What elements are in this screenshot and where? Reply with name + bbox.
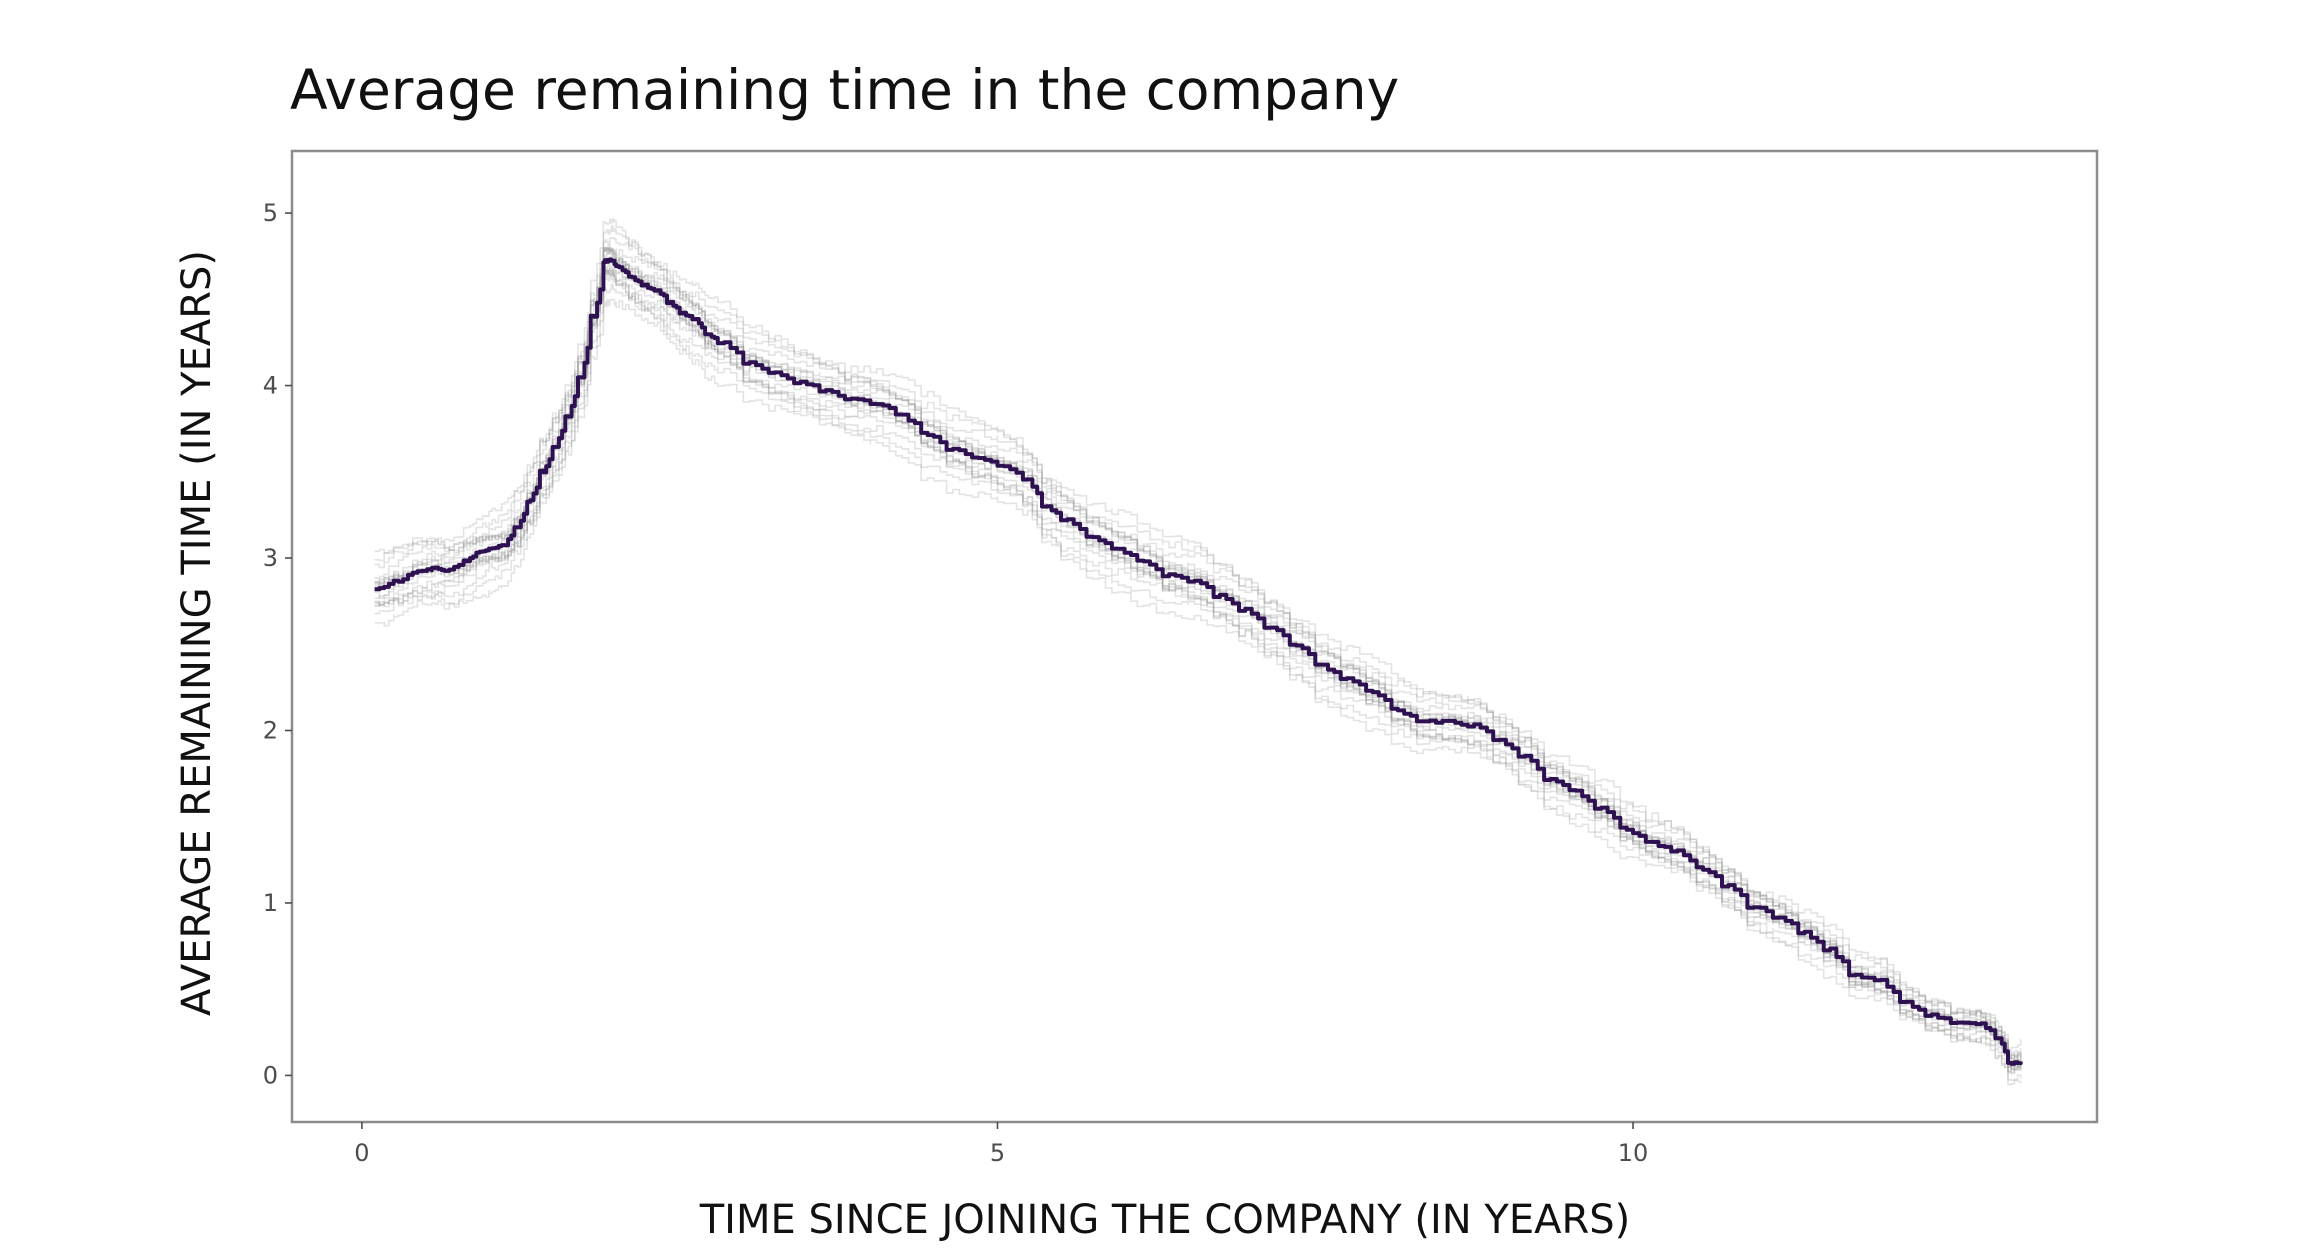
bootstrap-line <box>374 246 2022 1061</box>
x-tick-label: 5 <box>990 1139 1005 1167</box>
bootstrap-line <box>374 256 2022 1071</box>
plot-frame <box>290 149 2099 1124</box>
bootstrap-line <box>374 244 2022 1064</box>
bootstrap-line <box>374 237 2022 1061</box>
bootstrap-line <box>374 274 2022 1075</box>
bootstrap-line <box>374 269 2022 1069</box>
bootstrap-line <box>374 247 2022 1061</box>
bootstrap-line <box>374 249 2022 1066</box>
bootstrap-line <box>374 268 2022 1068</box>
x-tick-label: 0 <box>354 1139 369 1167</box>
bootstrap-line <box>374 225 2022 1056</box>
y-tick-label: 5 <box>263 199 278 227</box>
y-tick-label: 4 <box>263 372 278 400</box>
main-series <box>374 257 2023 1066</box>
x-axis-label: TIME SINCE JOINING THE COMPANY (IN YEARS… <box>699 1197 1631 1243</box>
bootstrap-line <box>374 247 2022 1060</box>
bootstrap-line <box>374 267 2022 1070</box>
bootstrap-line <box>374 218 2022 1051</box>
y-tick-label: 2 <box>263 716 278 744</box>
x-tick-label: 10 <box>1618 1139 1649 1167</box>
y-tick-label: 3 <box>263 544 278 572</box>
bootstrap-line <box>374 246 2022 1058</box>
y-axis-label: AVERAGE REMAINING TIME (IN YEARS) <box>174 250 220 1016</box>
y-axis: 0 1 2 3 4 5 <box>263 199 292 1089</box>
y-tick-label: 0 <box>263 1061 278 1089</box>
bootstrap-line <box>374 298 2022 1086</box>
bootstrap-line <box>374 268 2022 1071</box>
bootstrap-line <box>374 269 2022 1067</box>
bootstrap-line <box>374 259 2022 1073</box>
bootstrap-line <box>374 283 2022 1081</box>
bootstrap-line <box>374 266 2022 1074</box>
chart-title: Average remaining time in the company <box>290 58 1399 122</box>
y-tick-label: 1 <box>263 889 278 917</box>
main-series-line <box>374 257 2023 1066</box>
bootstrap-lines <box>374 218 2022 1086</box>
x-axis: 0 5 10 <box>354 1122 1648 1167</box>
